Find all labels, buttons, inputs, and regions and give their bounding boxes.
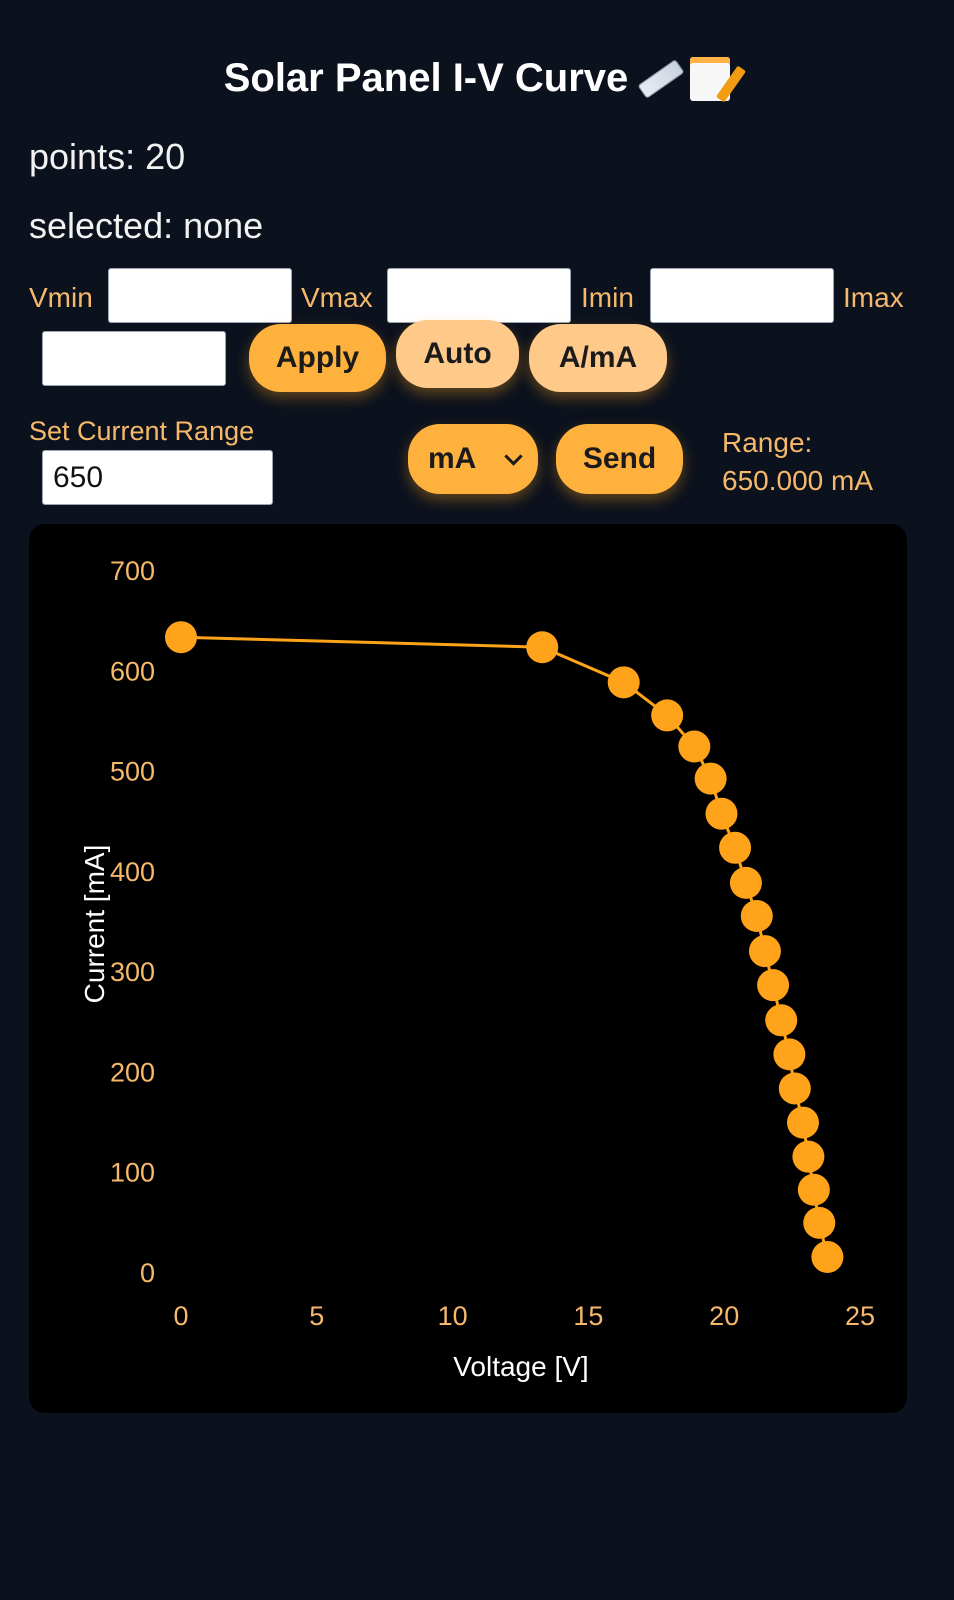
data-point[interactable] <box>651 699 684 732</box>
data-point[interactable] <box>765 1004 798 1037</box>
current-range-input[interactable] <box>42 450 273 505</box>
range-value: 650.000 mA <box>722 465 873 496</box>
y-tick-label: 700 <box>110 556 155 586</box>
vmin-label: Vmin <box>29 282 93 313</box>
points-count: points: 20 <box>29 136 186 177</box>
x-tick-label: 0 <box>173 1301 188 1331</box>
data-point[interactable] <box>705 797 738 830</box>
data-point[interactable] <box>729 866 762 899</box>
iv-chart[interactable]: 0 100 200 300 400 500 600 700 0 5 10 15 20 25 Curren… <box>29 524 907 1413</box>
selected-status: selected: none <box>29 205 264 246</box>
unit-toggle-button[interactable]: A/mA <box>529 324 667 392</box>
current-range-label: Set Current Range <box>29 416 255 446</box>
data-point[interactable] <box>792 1140 825 1173</box>
data-point[interactable] <box>694 762 727 795</box>
ruler-icon <box>637 58 685 99</box>
x-tick-label: 10 <box>438 1301 468 1331</box>
imax-label: Imax <box>843 282 904 313</box>
send-button[interactable]: Send <box>556 424 683 494</box>
title-text: Solar Panel I-V Curve <box>223 56 629 100</box>
y-tick-label: 600 <box>110 656 155 686</box>
y-axis-label: Current [mA] <box>79 845 110 1004</box>
data-point[interactable] <box>803 1206 836 1239</box>
data-point[interactable] <box>740 899 773 932</box>
data-point[interactable] <box>757 969 790 1002</box>
apply-button[interactable]: Apply <box>249 324 386 392</box>
data-point[interactable] <box>165 621 197 654</box>
y-tick-label: 300 <box>110 957 155 987</box>
y-tick-label: 200 <box>110 1057 155 1087</box>
imin-label: Imin <box>581 282 634 313</box>
y-tick-label: 400 <box>110 857 155 887</box>
imax-field[interactable] <box>42 331 226 386</box>
page-title: Solar Panel I-V Curve <box>0 56 954 101</box>
data-point[interactable] <box>773 1038 806 1071</box>
data-point[interactable] <box>778 1072 811 1105</box>
series-line <box>180 635 829 1258</box>
data-point[interactable] <box>526 631 559 664</box>
data-point[interactable] <box>786 1106 819 1139</box>
imin-field[interactable] <box>650 268 834 323</box>
data-point[interactable] <box>797 1173 830 1206</box>
data-point[interactable] <box>748 935 781 968</box>
data-point[interactable] <box>719 831 752 864</box>
vmax-field[interactable] <box>387 268 571 323</box>
auto-button[interactable]: Auto <box>396 320 519 388</box>
x-tick-label: 25 <box>845 1301 875 1331</box>
y-tick-label: 500 <box>110 757 155 787</box>
vmin-field[interactable] <box>108 268 292 323</box>
x-tick-label: 15 <box>573 1301 603 1331</box>
y-tick-label: 100 <box>110 1158 155 1188</box>
y-tick-label: 0 <box>140 1258 155 1288</box>
range-label: Range: <box>722 427 813 458</box>
data-point[interactable] <box>607 666 640 699</box>
vmax-label: Vmax <box>301 282 373 313</box>
data-point[interactable] <box>678 730 711 763</box>
x-tick-label: 20 <box>709 1301 739 1331</box>
data-point[interactable] <box>811 1240 844 1273</box>
range-display: Range: 650.000 mA <box>722 424 873 500</box>
unit-select-value: mA <box>428 442 477 475</box>
iv-chart-svg[interactable]: 0 100 200 300 400 500 600 700 0 5 10 15 20 25 Curren… <box>29 524 907 1413</box>
memo-icon <box>690 56 731 101</box>
chevron-down-icon <box>504 447 523 466</box>
x-tick-label: 5 <box>309 1301 324 1331</box>
unit-select[interactable]: mA <box>408 424 538 494</box>
x-axis-label: Voltage [V] <box>453 1351 588 1382</box>
